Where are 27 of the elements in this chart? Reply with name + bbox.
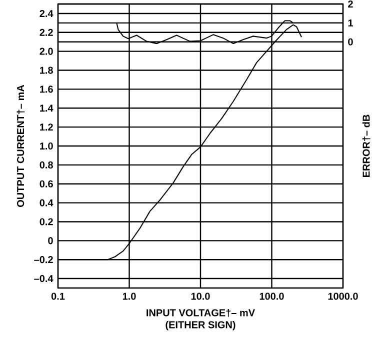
text: (EITHER SIGN) xyxy=(166,320,236,330)
y-tick-label: 0.2 xyxy=(40,218,53,226)
y-tick-label: 0.8 xyxy=(40,161,53,168)
x-tick-label: 100.0 xyxy=(260,292,284,300)
y2-tick-label: 2 xyxy=(348,0,353,8)
y-tick-label: 1.4 xyxy=(40,104,54,112)
y-tick-label: 2.2 xyxy=(40,28,53,36)
y2-tick-label: 0 xyxy=(348,38,353,46)
y-tick-label: 1.2 xyxy=(40,124,53,131)
x-axis-title: INPUT VOLTAGE†– mV xyxy=(146,308,255,317)
x-tick-label: 10.0 xyxy=(191,292,210,300)
y-tick-label: –0.2 xyxy=(34,256,53,264)
y-tick-label: –0.4 xyxy=(34,274,54,282)
x-tick-label: 0.1 xyxy=(51,292,65,300)
y-tick-label: 1.0 xyxy=(40,142,53,150)
y-tick-label: 2.4 xyxy=(40,10,54,17)
y-tick-label: 2.0 xyxy=(40,48,53,55)
y-tick-label: 0.6 xyxy=(40,180,53,188)
y-axis-title: OUTPUT CURRENT†– mA xyxy=(16,84,25,207)
x-tick-label: 1.0 xyxy=(122,292,136,300)
y2-axis-title: ERROR†– dB xyxy=(362,114,370,178)
y-tick-label: 0.4 xyxy=(40,199,54,206)
y-tick-label: 1.6 xyxy=(40,86,53,93)
y-tick-label: 0 xyxy=(48,237,53,244)
y2-tick-label: 1 xyxy=(348,19,353,26)
y-tick-label: 1.8 xyxy=(40,66,53,74)
x-tick-label: 1000.0 xyxy=(328,292,358,300)
